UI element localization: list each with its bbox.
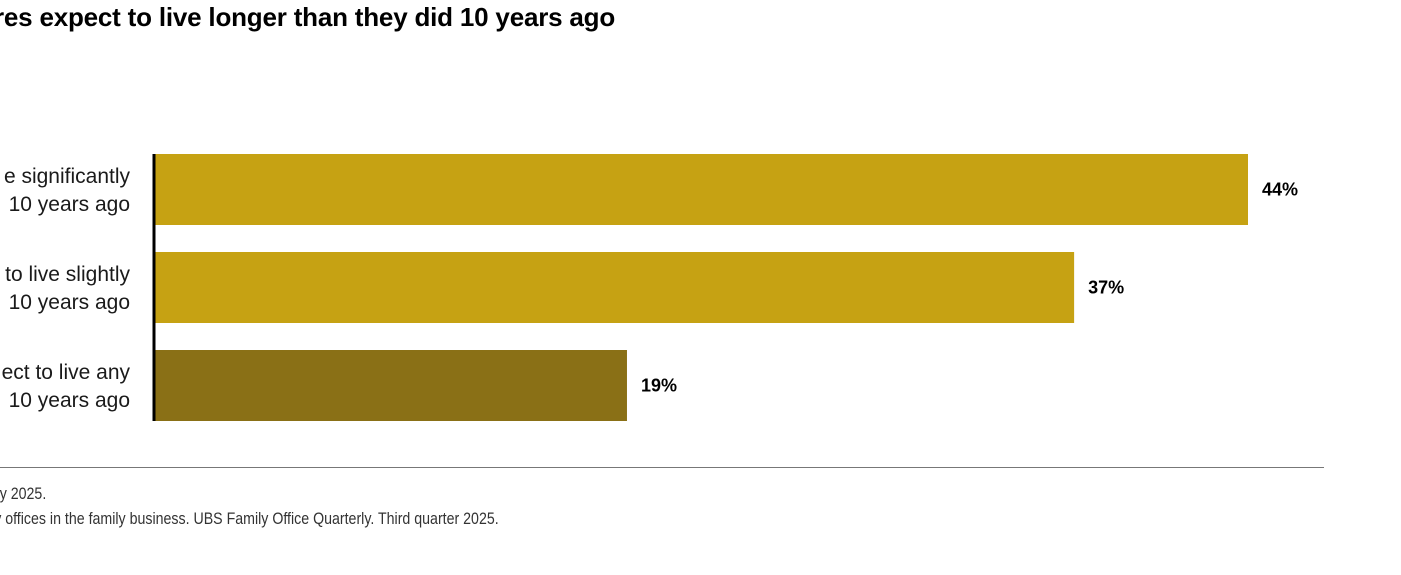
- bars-layer: [155, 154, 1248, 421]
- category-label-1-line-2: 10 years ago: [9, 193, 130, 216]
- labels-layer: 44% e significantly 10 years ago 37% to live…: [2, 165, 1298, 412]
- value-label-2: 37%: [1088, 278, 1124, 298]
- category-label-2-line-1: to live slightly: [5, 263, 130, 286]
- value-label-3: 19%: [641, 376, 677, 396]
- bar-1: [155, 154, 1248, 225]
- footnote-citation: nily offices in the family business. UBS…: [0, 510, 499, 528]
- category-label-1-line-1: e significantly: [4, 165, 131, 188]
- category-label-3-line-2: 10 years ago: [9, 389, 130, 412]
- footnote-source: rvey 2025.: [0, 485, 47, 503]
- category-label-2-line-2: 10 years ago: [9, 291, 130, 314]
- value-label-1: 44%: [1262, 180, 1298, 200]
- bar-2: [155, 252, 1075, 323]
- bar-3: [155, 350, 627, 421]
- category-label-3-line-1: ect to live any: [2, 361, 131, 384]
- chart-title: res expect to live longer than they did …: [0, 2, 616, 32]
